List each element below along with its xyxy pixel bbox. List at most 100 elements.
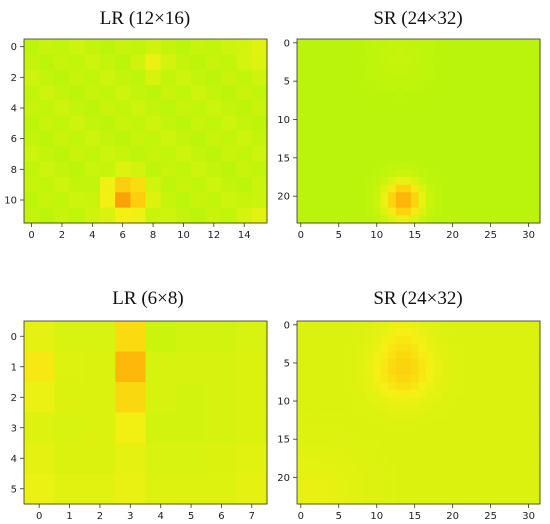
heatmap-cell — [304, 465, 313, 475]
heatmap-cell — [304, 343, 313, 353]
heatmap-cell — [395, 473, 404, 482]
heatmap-cell — [418, 54, 427, 63]
heatmap-cell — [456, 321, 465, 330]
heatmap-cell — [494, 154, 503, 163]
heatmap-cell — [372, 465, 382, 475]
heatmap-cell — [433, 404, 442, 414]
heatmap-cell — [403, 382, 412, 391]
heatmap-cell — [479, 207, 488, 216]
heatmap-cell — [365, 496, 374, 505]
heatmap-cell — [403, 427, 412, 436]
heatmap-cell — [350, 481, 359, 490]
heatmap-cell — [145, 85, 162, 101]
heatmap-cell — [297, 450, 306, 459]
heatmap-cell — [327, 62, 336, 71]
heatmap-cell — [532, 496, 541, 505]
heatmap-cell — [388, 351, 397, 360]
heatmap-cell — [388, 336, 397, 345]
heatmap-cell — [486, 215, 496, 224]
heatmap-cell — [372, 496, 382, 505]
heatmap-cell — [372, 184, 382, 193]
heatmap-cell — [145, 473, 177, 505]
heatmap-cell — [319, 412, 328, 421]
heatmap-cell — [357, 435, 366, 444]
heatmap-cell — [509, 207, 518, 216]
heatmap-cell — [448, 404, 458, 414]
heatmap-cell — [448, 351, 458, 360]
heatmap-cell — [479, 465, 488, 475]
heatmap-cell — [236, 351, 268, 383]
heatmap-cell — [517, 169, 526, 178]
heatmap-cell — [486, 39, 496, 48]
heatmap-cell — [395, 154, 404, 163]
heatmap-cell — [350, 123, 359, 132]
y-tick-label: 5 — [11, 484, 17, 495]
heatmap-cell — [403, 481, 412, 490]
heatmap-cell — [388, 420, 397, 429]
heatmap-cell — [327, 420, 336, 429]
heatmap-cell — [380, 443, 389, 452]
heatmap-cell — [388, 412, 397, 421]
heatmap-cell — [532, 108, 541, 117]
heatmap-cell — [54, 54, 71, 71]
heatmap-cell — [388, 46, 397, 55]
heatmap-cell — [99, 115, 116, 132]
heatmap-cell — [471, 496, 480, 505]
heatmap-cell — [433, 336, 442, 345]
heatmap-cell — [456, 54, 465, 63]
heatmap-cell — [372, 420, 382, 429]
heatmap-cell — [456, 46, 465, 55]
heatmap-cell — [304, 215, 313, 224]
heatmap-cell — [502, 39, 511, 48]
heatmap-cell — [410, 161, 420, 170]
heatmap-cell — [532, 69, 541, 78]
heatmap-cell — [312, 69, 321, 78]
heatmap-cell — [532, 328, 541, 337]
heatmap-cell — [372, 123, 382, 132]
heatmap-cell — [380, 412, 389, 421]
heatmap-cell — [39, 177, 55, 193]
heatmap-cell — [448, 115, 458, 124]
heatmap-cell — [494, 473, 503, 482]
heatmap-cell — [357, 169, 366, 178]
heatmap-cell — [494, 481, 503, 490]
heatmap-cell — [297, 46, 306, 55]
heatmap-cell — [433, 138, 442, 147]
heatmap-cell — [380, 382, 389, 391]
heatmap-cell — [448, 321, 458, 330]
heatmap-cell — [334, 351, 344, 360]
heatmap-cell — [403, 366, 412, 375]
heatmap-cell — [509, 100, 518, 109]
heatmap-cell — [517, 131, 526, 140]
heatmap-cell — [502, 397, 511, 406]
heatmap-cell — [502, 192, 511, 201]
heatmap-cell — [206, 161, 223, 178]
panel-3-title: LR (6×8) — [112, 288, 184, 309]
heatmap-cell — [372, 450, 382, 459]
heatmap-cell — [304, 184, 313, 193]
heatmap-cell — [471, 435, 480, 444]
heatmap-cell — [99, 131, 116, 147]
heatmap-cell — [334, 404, 344, 414]
heatmap-cell — [365, 108, 374, 117]
heatmap-cell — [433, 366, 442, 375]
heatmap-cell — [403, 169, 412, 178]
heatmap-cell — [312, 397, 321, 406]
heatmap-cell — [365, 351, 374, 360]
heatmap-cell — [327, 46, 336, 55]
heatmap-cell — [312, 435, 321, 444]
heatmap-cell — [297, 382, 306, 391]
heatmap-cell — [524, 69, 533, 78]
heatmap-cell — [327, 192, 336, 201]
heatmap-cell — [509, 62, 518, 71]
heatmap-cell — [236, 382, 268, 414]
heatmap-cell — [456, 207, 465, 216]
heatmap-cell — [426, 69, 435, 78]
heatmap-cell — [175, 69, 192, 86]
heatmap-cell — [54, 100, 71, 117]
heatmap-cell — [517, 382, 526, 391]
heatmap-cell — [532, 488, 541, 497]
panel-1-title: LR (12×16) — [99, 8, 191, 29]
heatmap-cell — [365, 321, 374, 330]
heatmap-cell — [69, 115, 86, 132]
